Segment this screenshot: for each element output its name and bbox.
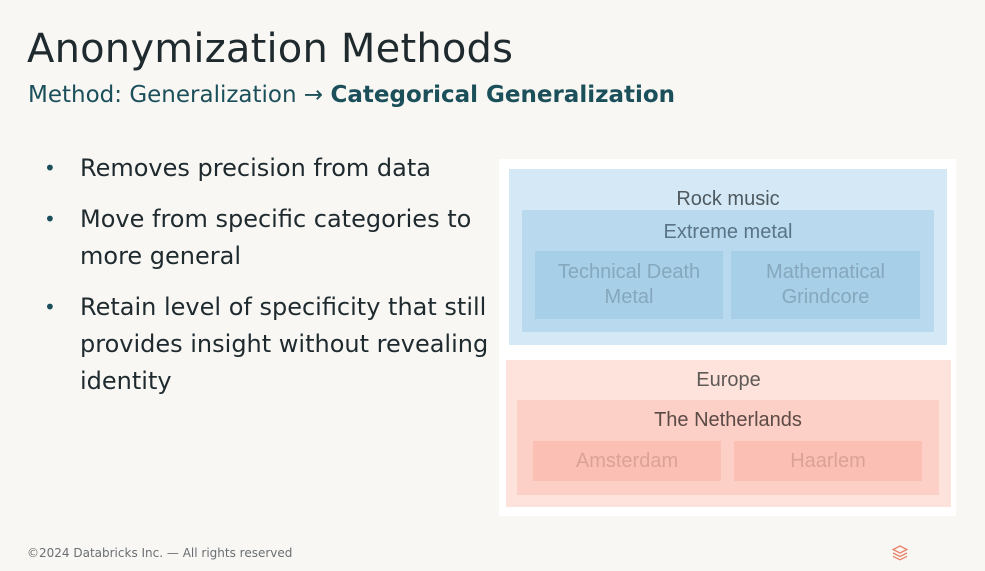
bullet-text: Removes precision from data	[80, 154, 431, 182]
bullet-dot-icon: •	[44, 156, 56, 180]
location-level1-label: The Netherlands	[654, 409, 802, 431]
music-level0-box: Rock music Extreme metal Technical Death…	[509, 169, 947, 345]
music-leaf-2: Mathematical Grindcore	[731, 251, 920, 319]
databricks-logo-icon	[891, 545, 909, 565]
bullet-item: • Retain level of specificity that still …	[40, 289, 490, 400]
page-title: Anonymization Methods	[27, 26, 514, 72]
location-level0-label: Europe	[696, 369, 761, 391]
bullet-text: Move from specific categories to more ge…	[80, 205, 472, 270]
bullet-list: • Removes precision from data • Move from …	[40, 150, 490, 414]
bullet-text: Retain level of specificity that still p…	[80, 293, 489, 395]
bullet-item: • Removes precision from data	[40, 150, 490, 187]
location-level0-box: Europe The Netherlands Amsterdam Haarlem	[506, 360, 951, 507]
subtitle-emphasis: Categorical Generalization	[330, 82, 676, 108]
location-level1-box: The Netherlands Amsterdam Haarlem	[517, 400, 939, 495]
copyright-footer: ©2024 Databricks Inc. — All rights reser…	[27, 546, 293, 560]
hierarchy-diagram: Rock music Extreme metal Technical Death…	[499, 159, 956, 516]
location-leaf-1: Amsterdam	[533, 441, 721, 481]
music-level0-label: Rock music	[676, 188, 780, 210]
bullet-dot-icon: •	[44, 207, 56, 231]
music-level1-box: Extreme metal Technical Death Metal Math…	[522, 210, 934, 332]
music-leaf-1: Technical Death Metal	[535, 251, 723, 319]
music-level1-label: Extreme metal	[663, 221, 793, 243]
subtitle-method: Method: Generalization →	[28, 82, 331, 108]
location-leaf-2: Haarlem	[734, 441, 922, 481]
bullet-item: • Move from specific categories to more g…	[40, 201, 490, 275]
page-subtitle: Method: Generalization → Categorical Gen…	[28, 82, 675, 108]
bullet-dot-icon: •	[44, 295, 56, 319]
